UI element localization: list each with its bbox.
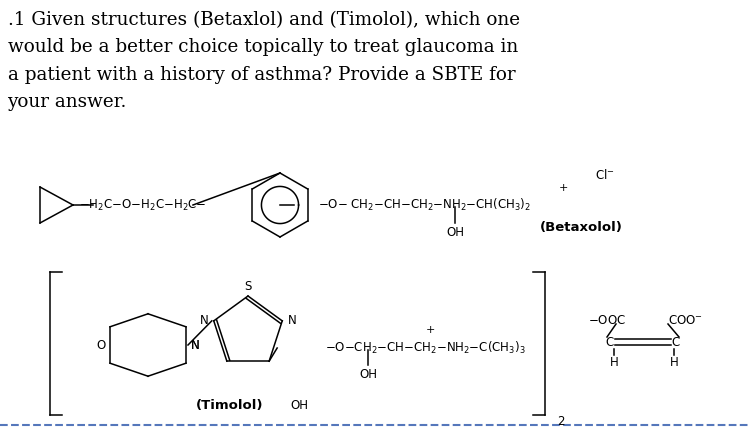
Text: N: N <box>288 314 296 327</box>
Text: 2: 2 <box>557 415 565 428</box>
Text: S: S <box>244 279 252 293</box>
Text: (Timolol): (Timolol) <box>196 399 264 412</box>
Text: $-$H$_2$C$-$O$-$H$_2$C$-$H$_2$C$-$: $-$H$_2$C$-$O$-$H$_2$C$-$H$_2$C$-$ <box>80 198 207 213</box>
Text: +: + <box>558 183 568 193</box>
Text: COO$^{-}$: COO$^{-}$ <box>668 313 703 327</box>
Text: OH: OH <box>446 225 464 238</box>
Text: .1 Given structures (Betaxlol) and (Timolol), which one: .1 Given structures (Betaxlol) and (Timo… <box>8 11 520 29</box>
Text: N: N <box>190 338 200 351</box>
Text: +: + <box>425 325 435 335</box>
Text: (Betaxolol): (Betaxolol) <box>540 221 622 234</box>
Text: O: O <box>96 338 106 351</box>
Text: your answer.: your answer. <box>8 93 127 111</box>
Text: N: N <box>190 338 200 351</box>
Text: C: C <box>672 335 680 348</box>
Text: C: C <box>606 335 614 348</box>
Text: $-$O$-$ CH$_2$$-$CH$-$CH$_2$$-$NH$_2$$-$CH(CH$_3$)$_2$: $-$O$-$ CH$_2$$-$CH$-$CH$_2$$-$NH$_2$$-$… <box>319 197 532 213</box>
Text: H: H <box>670 355 678 368</box>
Text: OH: OH <box>359 368 377 381</box>
Text: OH: OH <box>290 399 308 412</box>
Text: Cl$^{-}$: Cl$^{-}$ <box>595 168 615 182</box>
Text: N: N <box>200 314 208 327</box>
Text: H: H <box>610 355 618 368</box>
Text: $-$OOC: $-$OOC <box>588 313 626 327</box>
Text: would be a better choice topically to treat glaucoma in: would be a better choice topically to tr… <box>8 38 518 56</box>
Text: $-$O$-$CH$_2$$-$CH$-$CH$_2$$-$NH$_2$$-$C(CH$_3$)$_3$: $-$O$-$CH$_2$$-$CH$-$CH$_2$$-$NH$_2$$-$C… <box>325 340 526 356</box>
Text: a patient with a history of asthma? Provide a SBTE for: a patient with a history of asthma? Prov… <box>8 66 515 84</box>
